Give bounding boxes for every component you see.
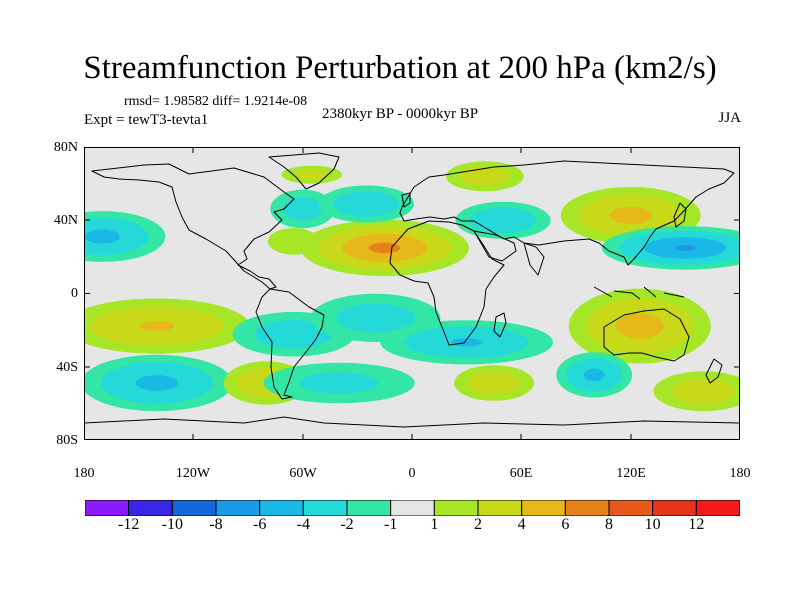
contour-band (333, 191, 400, 217)
colorbar-cell (652, 500, 697, 516)
lon-tick-60e: 60E (509, 466, 533, 481)
lat-tick-40s: 40S (56, 360, 78, 375)
colorbar-cell (215, 500, 261, 516)
contour-band (470, 207, 537, 234)
colorbar-cell (695, 500, 740, 516)
colorbar-label: 1 (430, 516, 439, 533)
colorbar-cell (433, 500, 479, 516)
coast-south-america (255, 288, 325, 400)
contour-band (336, 303, 415, 333)
colorbar-cell (608, 500, 654, 516)
contour-band (283, 197, 323, 221)
coast-greenland (268, 152, 340, 190)
colorbar-label: -2 (340, 516, 354, 533)
season-label: JJA (718, 110, 741, 126)
colorbar-label: -12 (117, 516, 140, 533)
colorbar-label: -6 (252, 516, 267, 533)
colorbar-label: -10 (161, 516, 183, 533)
contour-band (450, 338, 483, 347)
colorbar-cell (564, 500, 610, 516)
coast-arabia (473, 230, 517, 262)
contour-band (139, 321, 174, 332)
contour-band (671, 378, 736, 404)
contour-band (615, 313, 664, 339)
lon-tick-180e: 180 (729, 466, 751, 481)
colorbar-cell (128, 500, 173, 516)
coast-australia (603, 308, 690, 362)
coast-uk (401, 192, 411, 208)
colorbar-label: 2 (474, 516, 482, 533)
colorbar-cell (477, 500, 523, 516)
coast-africa (389, 220, 505, 346)
lon-tick-180w: 180 (73, 466, 95, 481)
lon-tick-60w: 60W (289, 466, 317, 481)
lon-tick-120e: 120E (616, 466, 646, 481)
coast-india (523, 242, 545, 276)
colorbar-cell (259, 500, 304, 516)
contour-band (609, 206, 652, 224)
period-text: 2380kyr BP - 0000kyr BP (322, 106, 479, 122)
contour-band (84, 229, 120, 244)
experiment-label: Expt = tewT3-tevta1 (84, 112, 209, 128)
lat-tick-80s: 80S (56, 433, 78, 448)
coast-antarctica (84, 416, 740, 428)
colorbar (85, 500, 740, 516)
coast-indonesia (593, 286, 685, 300)
colorbar-label: 8 (605, 516, 613, 533)
coast-europe-asia (399, 160, 735, 266)
colorbar-cell (85, 500, 130, 516)
coast-japan (673, 202, 687, 228)
contour-band (296, 170, 328, 180)
contour-band (369, 242, 401, 254)
rmsd-diff-text: rmsd= 1.98582 diff= 1.9214e-08 (124, 94, 308, 109)
axis-ticks (84, 147, 740, 440)
coastlines (84, 152, 740, 428)
coast-new-zealand (705, 358, 723, 384)
plot-title: Streamfunction Perturbation at 200 hPa (… (83, 50, 717, 86)
streamfunction-map (84, 147, 740, 440)
colorbar-label: -1 (383, 516, 398, 533)
contour-band (674, 245, 697, 251)
lon-tick-0: 0 (408, 466, 416, 481)
colorbar-cell (302, 500, 348, 516)
colorbar-cell (346, 500, 392, 516)
colorbar-cell (521, 500, 566, 516)
contour-field (84, 147, 740, 440)
colorbar-label: -4 (296, 516, 310, 533)
coast-north-america (91, 163, 295, 290)
lat-tick-eq: 0 (71, 286, 78, 301)
contour-band (254, 320, 333, 349)
colorbar-label: 10 (644, 516, 661, 533)
colorbar-label: -8 (209, 516, 223, 533)
contour-band (460, 166, 510, 186)
coast-madagascar (493, 312, 507, 338)
contour-band (135, 375, 179, 391)
lat-tick-40n: 40N (53, 213, 78, 228)
colorbar-label: 12 (688, 516, 705, 533)
contour-band (583, 368, 605, 382)
colorbar-label: 6 (561, 516, 570, 533)
lon-tick-120w: 120W (175, 466, 211, 481)
colorbar-cell (171, 500, 217, 516)
colorbar-label: 4 (517, 516, 526, 533)
contour-band (299, 372, 379, 394)
contour-band (467, 371, 521, 395)
colorbar-cell (390, 500, 435, 516)
lat-tick-80n: 80N (53, 140, 78, 155)
